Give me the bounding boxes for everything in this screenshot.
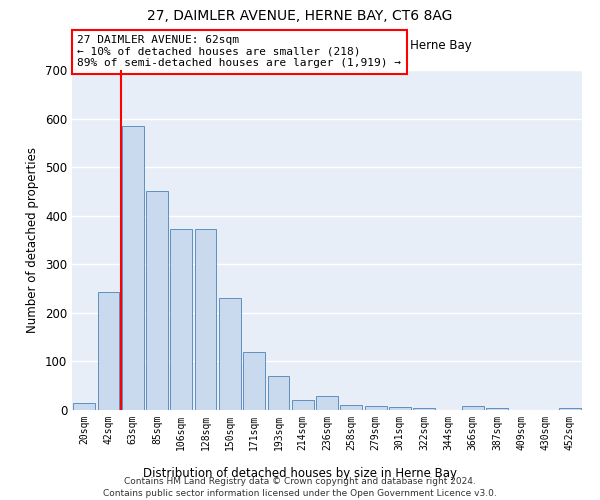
Bar <box>389 406 411 410</box>
Bar <box>340 404 362 410</box>
Bar <box>194 230 217 410</box>
Bar <box>413 408 435 410</box>
Bar <box>559 408 581 410</box>
Bar <box>462 406 484 410</box>
Bar <box>486 408 508 410</box>
Text: Size of property relative to detached houses in Herne Bay: Size of property relative to detached ho… <box>128 39 472 52</box>
Bar <box>122 126 143 410</box>
Bar <box>97 292 119 410</box>
Bar <box>365 406 386 410</box>
Bar <box>219 298 241 410</box>
Bar <box>268 376 289 410</box>
Text: 27, DAIMLER AVENUE, HERNE BAY, CT6 8AG: 27, DAIMLER AVENUE, HERNE BAY, CT6 8AG <box>148 9 452 23</box>
Bar <box>146 192 168 410</box>
Bar <box>292 400 314 410</box>
Bar <box>243 352 265 410</box>
Bar <box>316 396 338 410</box>
Bar <box>73 402 95 410</box>
Text: Distribution of detached houses by size in Herne Bay: Distribution of detached houses by size … <box>143 467 457 480</box>
Bar <box>170 230 192 410</box>
Y-axis label: Number of detached properties: Number of detached properties <box>26 147 40 333</box>
Text: 27 DAIMLER AVENUE: 62sqm
← 10% of detached houses are smaller (218)
89% of semi-: 27 DAIMLER AVENUE: 62sqm ← 10% of detach… <box>77 35 401 68</box>
Text: Contains HM Land Registry data © Crown copyright and database right 2024.
Contai: Contains HM Land Registry data © Crown c… <box>103 476 497 498</box>
